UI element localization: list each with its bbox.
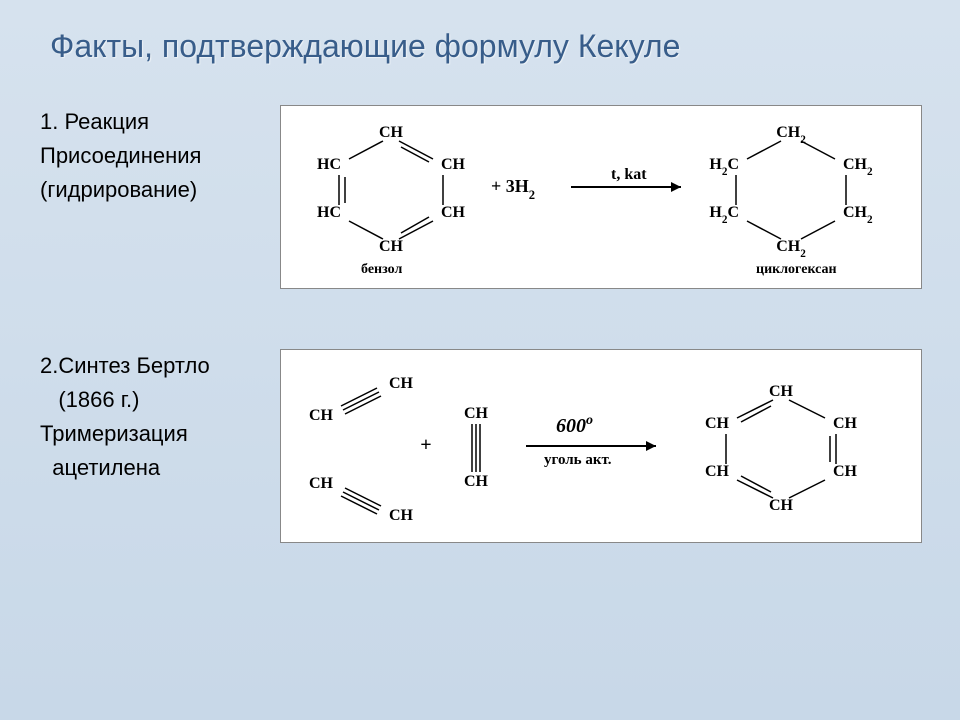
svg-text:CH: CH	[309, 475, 334, 492]
svg-text:CH: CH	[379, 238, 404, 255]
reaction-1-conditions: t, kat	[611, 166, 647, 183]
svg-text:CH: CH	[769, 497, 794, 514]
svg-text:CH2: CH2	[776, 124, 806, 146]
fact-1-row: 1. Реакция Присоединения (гидрирование) …	[40, 105, 920, 289]
svg-text:H2C: H2C	[709, 156, 739, 178]
fact-2-line-3: Тримеризация	[40, 417, 280, 451]
svg-text:HC: HC	[317, 156, 341, 173]
fact-2-label: 2.Синтез Бертло (1866 г.) Тримеризация а…	[40, 349, 280, 485]
svg-text:циклогексан: циклогексан	[756, 262, 837, 277]
svg-text:CH: CH	[441, 156, 466, 173]
svg-text:+: +	[420, 434, 431, 456]
fact-2-line-4: ацетилена	[40, 451, 280, 485]
svg-text:CH: CH	[705, 415, 730, 432]
fact-2-figure: CH CH CH CH CH CH	[280, 349, 922, 543]
svg-text:CH: CH	[309, 407, 334, 424]
fact-2-line-2: (1866 г.)	[40, 383, 280, 417]
svg-text:CH: CH	[833, 463, 858, 480]
reaction-1-svg: CH CH CH CH HC HC	[291, 112, 911, 282]
svg-text:CH: CH	[464, 405, 489, 422]
fact-1-label: 1. Реакция Присоединения (гидрирование)	[40, 105, 280, 207]
fact-2-row: 2.Синтез Бертло (1866 г.) Тримеризация а…	[40, 349, 920, 543]
svg-text:CH: CH	[441, 204, 466, 221]
svg-text:+ 3H2: + 3H2	[491, 176, 535, 202]
svg-text:CH: CH	[833, 415, 858, 432]
svg-text:CH: CH	[379, 124, 404, 141]
fact-1-line-1: 1. Реакция	[40, 105, 280, 139]
svg-text:CH2: CH2	[776, 238, 806, 260]
svg-text:CH: CH	[769, 383, 794, 400]
svg-text:CH2: CH2	[843, 204, 873, 226]
svg-text:CH: CH	[389, 375, 414, 392]
svg-text:уголь акт.: уголь акт.	[544, 452, 612, 468]
svg-text:CH: CH	[464, 473, 489, 490]
fact-1-line-2: Присоединения	[40, 139, 280, 173]
fact-1-line-3: (гидрирование)	[40, 173, 280, 207]
svg-text:CH: CH	[389, 507, 414, 524]
svg-text:H2C: H2C	[709, 204, 739, 226]
svg-text:CH: CH	[705, 463, 730, 480]
fact-1-figure: CH CH CH CH HC HC	[280, 105, 922, 289]
slide-title: Факты, подтверждающие формулу Кекуле	[40, 28, 920, 65]
reaction-2-svg: CH CH CH CH CH CH	[291, 356, 911, 536]
svg-text:бензол: бензол	[361, 262, 402, 277]
svg-text:600o: 600o	[556, 413, 593, 437]
fact-2-line-1: 2.Синтез Бертло	[40, 349, 280, 383]
svg-text:CH2: CH2	[843, 156, 873, 178]
svg-text:HC: HC	[317, 204, 341, 221]
